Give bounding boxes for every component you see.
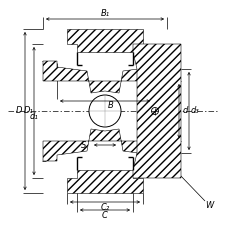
Text: B₁: B₁ [100,9,109,19]
Text: B: B [108,101,113,111]
Text: W: W [204,201,212,210]
Text: d₃: d₃ [190,106,199,115]
Text: S: S [80,142,86,150]
Circle shape [89,95,120,127]
Polygon shape [132,44,180,178]
Text: C₂: C₂ [100,202,109,212]
Polygon shape [67,170,142,193]
Polygon shape [67,29,142,52]
Polygon shape [43,129,166,161]
Text: D: D [16,106,22,115]
Text: d₁: d₁ [29,112,38,122]
Polygon shape [43,61,166,93]
Text: D₁: D₁ [24,106,34,115]
Text: d: d [182,106,187,115]
Text: C: C [102,210,107,220]
